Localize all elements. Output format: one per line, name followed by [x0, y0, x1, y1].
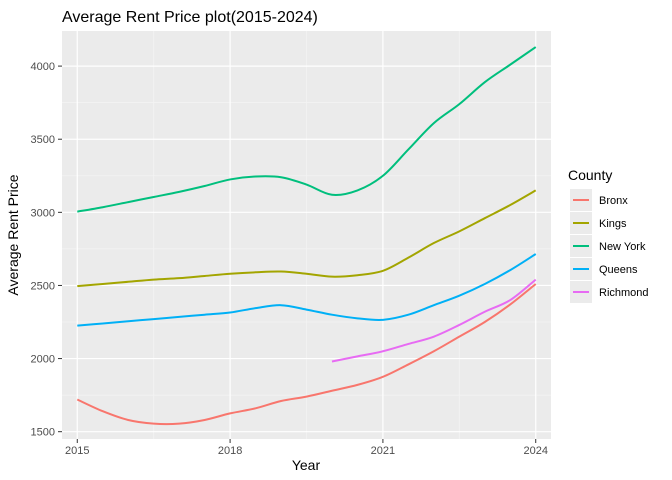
chart-title: Average Rent Price plot(2015-2024) [62, 9, 318, 26]
y-tick-label: 1500 [31, 427, 55, 439]
legend: County Bronx Kings New York Queens Richmond [568, 167, 649, 303]
series-line-new-york [77, 46, 537, 213]
major-gridlines [62, 31, 551, 439]
legend-label-kings: Kings [599, 218, 627, 230]
x-tick-label: 2018 [218, 445, 242, 457]
x-tick-label: 2024 [523, 445, 547, 457]
x-axis-ticks: 2015 2018 2021 2024 [65, 439, 548, 457]
series-line-richmond [331, 278, 537, 363]
legend-label-new-york: New York [599, 241, 646, 253]
x-tick-label: 2015 [65, 445, 89, 457]
series-lines [76, 46, 537, 426]
x-axis-title: Year [292, 457, 321, 473]
legend-title: County [568, 167, 612, 183]
y-tick-label: 3500 [31, 134, 55, 146]
series-line-queens [77, 253, 537, 327]
legend-label-queens: Queens [599, 264, 638, 276]
legend-label-richmond: Richmond [599, 287, 649, 299]
y-tick-label: 4000 [31, 61, 55, 73]
series-line-bronx [76, 283, 537, 426]
x-tick-label: 2021 [371, 445, 395, 457]
y-tick-label: 2500 [31, 280, 55, 292]
y-tick-label: 2000 [31, 354, 55, 366]
series-line-kings [77, 189, 537, 288]
y-axis-ticks: 1500 2000 2500 3000 3500 4000 [31, 61, 62, 439]
y-axis-title: Average Rent Price [5, 174, 21, 295]
y-tick-label: 3000 [31, 207, 55, 219]
minor-gridlines [62, 31, 551, 439]
legend-label-bronx: Bronx [599, 195, 628, 207]
